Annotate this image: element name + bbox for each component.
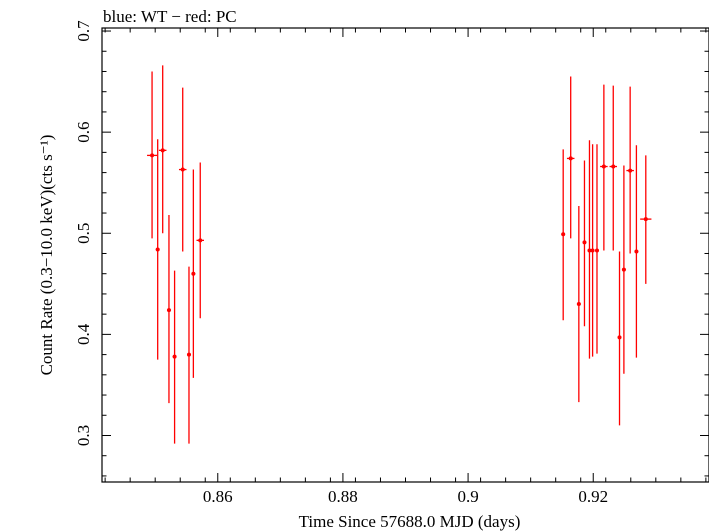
point-marker xyxy=(621,267,626,272)
x-tick-label: 0.88 xyxy=(328,487,358,506)
data-point xyxy=(576,205,581,403)
data-point xyxy=(166,215,171,404)
data-point xyxy=(178,87,187,252)
point-marker xyxy=(576,302,581,307)
point-marker xyxy=(186,352,191,357)
y-tick-label: 0.5 xyxy=(74,223,93,244)
data-point xyxy=(566,76,575,239)
point-marker xyxy=(172,354,177,359)
point-marker xyxy=(561,232,566,237)
x-tick-label: 0.9 xyxy=(457,487,478,506)
data-point xyxy=(158,65,167,234)
x-tick-label: 0.92 xyxy=(578,487,608,506)
point-marker xyxy=(628,168,633,173)
data-point xyxy=(609,85,618,251)
data-layer xyxy=(147,65,652,444)
y-axis-label: Count Rate (0.3−10.0 keV)(cts s⁻¹) xyxy=(37,135,56,376)
y-tick-label: 0.6 xyxy=(74,122,93,143)
point-marker xyxy=(611,164,616,169)
y-tick-label: 0.4 xyxy=(74,323,93,345)
data-point xyxy=(191,169,196,378)
data-point xyxy=(590,144,595,357)
data-point xyxy=(186,266,191,444)
point-marker xyxy=(198,238,203,243)
point-marker xyxy=(617,335,622,340)
data-point xyxy=(626,86,634,254)
data-point xyxy=(600,84,608,251)
data-point xyxy=(196,162,205,319)
data-point xyxy=(617,251,622,426)
point-marker xyxy=(587,248,592,253)
data-point xyxy=(640,155,652,284)
point-marker xyxy=(601,164,606,169)
point-marker xyxy=(582,240,587,245)
point-marker xyxy=(191,271,196,276)
y-tick-label: 0.7 xyxy=(74,20,93,42)
data-point xyxy=(147,71,158,239)
y-tick-label: 0.3 xyxy=(74,425,93,446)
point-marker xyxy=(634,249,639,254)
point-marker xyxy=(150,153,155,158)
data-point xyxy=(582,160,587,327)
data-point xyxy=(172,270,177,444)
data-point xyxy=(561,149,566,321)
data-point xyxy=(621,165,626,374)
data-point xyxy=(594,144,599,354)
chart-title: blue: WT − red: PC xyxy=(103,7,237,26)
data-point xyxy=(155,139,160,360)
point-marker xyxy=(643,217,648,222)
data-point xyxy=(634,145,639,358)
point-marker xyxy=(594,248,599,253)
point-marker xyxy=(166,308,171,313)
x-axis-label: Time Since 57688.0 MJD (days) xyxy=(299,512,521,531)
axes-layer: 0.86 0.88 0.9 0.92 0.3 0.4 0.5 0.6 0.7 xyxy=(74,20,709,506)
point-marker xyxy=(160,148,165,153)
point-marker xyxy=(590,248,595,253)
point-marker xyxy=(568,156,573,161)
point-marker xyxy=(155,247,160,252)
x-tick-label: 0.86 xyxy=(203,487,233,506)
point-marker xyxy=(180,167,185,172)
